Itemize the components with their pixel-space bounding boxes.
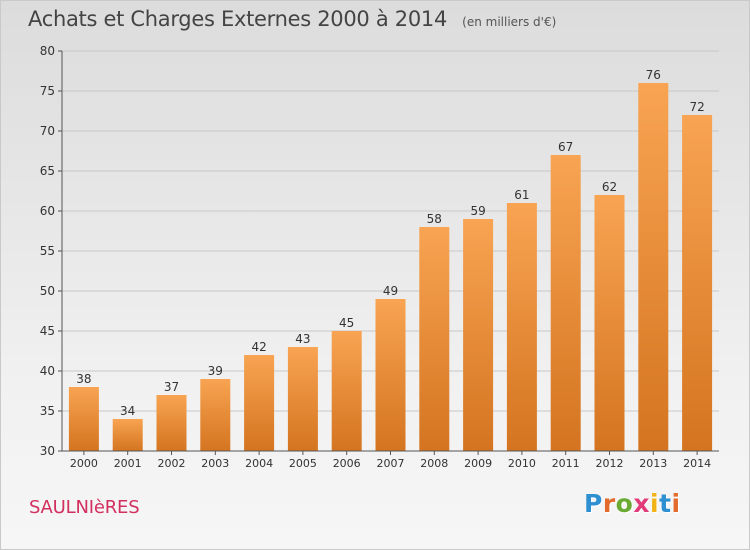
y-tick-label: 70 <box>40 124 55 138</box>
data-label-2001: 34 <box>120 404 135 418</box>
logo-letter: o <box>615 489 634 518</box>
bar-2002 <box>156 395 187 451</box>
x-tick-label: 2000 <box>70 457 98 470</box>
logo-letter: i <box>650 489 660 518</box>
bar-2001 <box>112 419 143 451</box>
data-label-2000: 38 <box>76 372 91 386</box>
logo-letter: i <box>671 489 681 518</box>
bar-2007 <box>375 299 406 451</box>
bar-2000 <box>68 387 99 451</box>
chart-title: Achats et Charges Externes 2000 à 2014 <box>28 7 448 31</box>
data-label-2010: 61 <box>514 188 529 202</box>
x-tick-label: 2010 <box>508 457 536 470</box>
x-tick-label: 2009 <box>464 457 492 470</box>
bar-2006 <box>331 331 362 451</box>
logo-letter: P <box>584 489 603 518</box>
y-tick-label: 45 <box>40 324 55 338</box>
x-tick-label: 2011 <box>552 457 580 470</box>
x-tick-label: 2002 <box>158 457 186 470</box>
bar-2003 <box>200 379 231 451</box>
y-tick-label: 35 <box>40 404 55 418</box>
y-tick-label: 80 <box>40 44 55 58</box>
x-tick-label: 2012 <box>596 457 624 470</box>
data-label-2011: 67 <box>558 140 573 154</box>
data-label-2013: 76 <box>646 68 661 82</box>
x-tick-label: 2005 <box>289 457 317 470</box>
bar-2011 <box>550 155 581 451</box>
bar-layer <box>68 83 713 451</box>
data-label-2005: 43 <box>295 332 310 346</box>
x-tick-label: 2004 <box>245 457 273 470</box>
y-tick-label: 60 <box>40 204 55 218</box>
y-tick-label: 55 <box>40 244 55 258</box>
logo-letter: t <box>659 489 672 518</box>
x-tick-label: 2008 <box>420 457 448 470</box>
data-label-2009: 59 <box>470 204 485 218</box>
x-tick-label: 2014 <box>683 457 711 470</box>
chart-unit: (en milliers d'€) <box>462 15 557 29</box>
bar-2009 <box>463 219 494 451</box>
data-label-2003: 39 <box>208 364 223 378</box>
title-line: Achats et Charges Externes 2000 à 2014 (… <box>28 7 556 31</box>
data-label-2014: 72 <box>689 100 704 114</box>
label-layer: 30 35 40 45 50 55 60 65 70 75 80 2000 38 2001 34 2002 37… <box>40 44 711 470</box>
x-tick-label: 2006 <box>333 457 361 470</box>
y-tick-label: 75 <box>40 84 55 98</box>
logo-letter: x <box>633 489 650 518</box>
axis-layer <box>58 50 719 455</box>
commune-name: SAULNIèRES <box>29 497 140 518</box>
data-label-2002: 37 <box>164 380 179 394</box>
logo-letter: r <box>602 489 616 518</box>
bar-2010 <box>506 203 537 451</box>
bar-2013 <box>638 83 669 451</box>
bar-2012 <box>594 195 625 451</box>
data-label-2006: 45 <box>339 316 354 330</box>
x-tick-label: 2013 <box>639 457 667 470</box>
bar-2005 <box>287 347 318 451</box>
bar-2008 <box>419 227 450 451</box>
data-label-2004: 42 <box>251 340 266 354</box>
y-tick-label: 30 <box>40 444 55 458</box>
y-tick-label: 50 <box>40 284 55 298</box>
x-tick-label: 2003 <box>201 457 229 470</box>
x-tick-label: 2007 <box>377 457 405 470</box>
proxiti-logo[interactable]: Proxiti <box>584 489 681 518</box>
y-tick-label: 40 <box>40 364 55 378</box>
bar-2004 <box>244 355 275 451</box>
bar-2014 <box>682 115 713 451</box>
data-label-2012: 62 <box>602 180 617 194</box>
data-label-2007: 49 <box>383 284 398 298</box>
data-label-2008: 58 <box>427 212 442 226</box>
x-tick-label: 2001 <box>114 457 142 470</box>
y-tick-label: 65 <box>40 164 55 178</box>
